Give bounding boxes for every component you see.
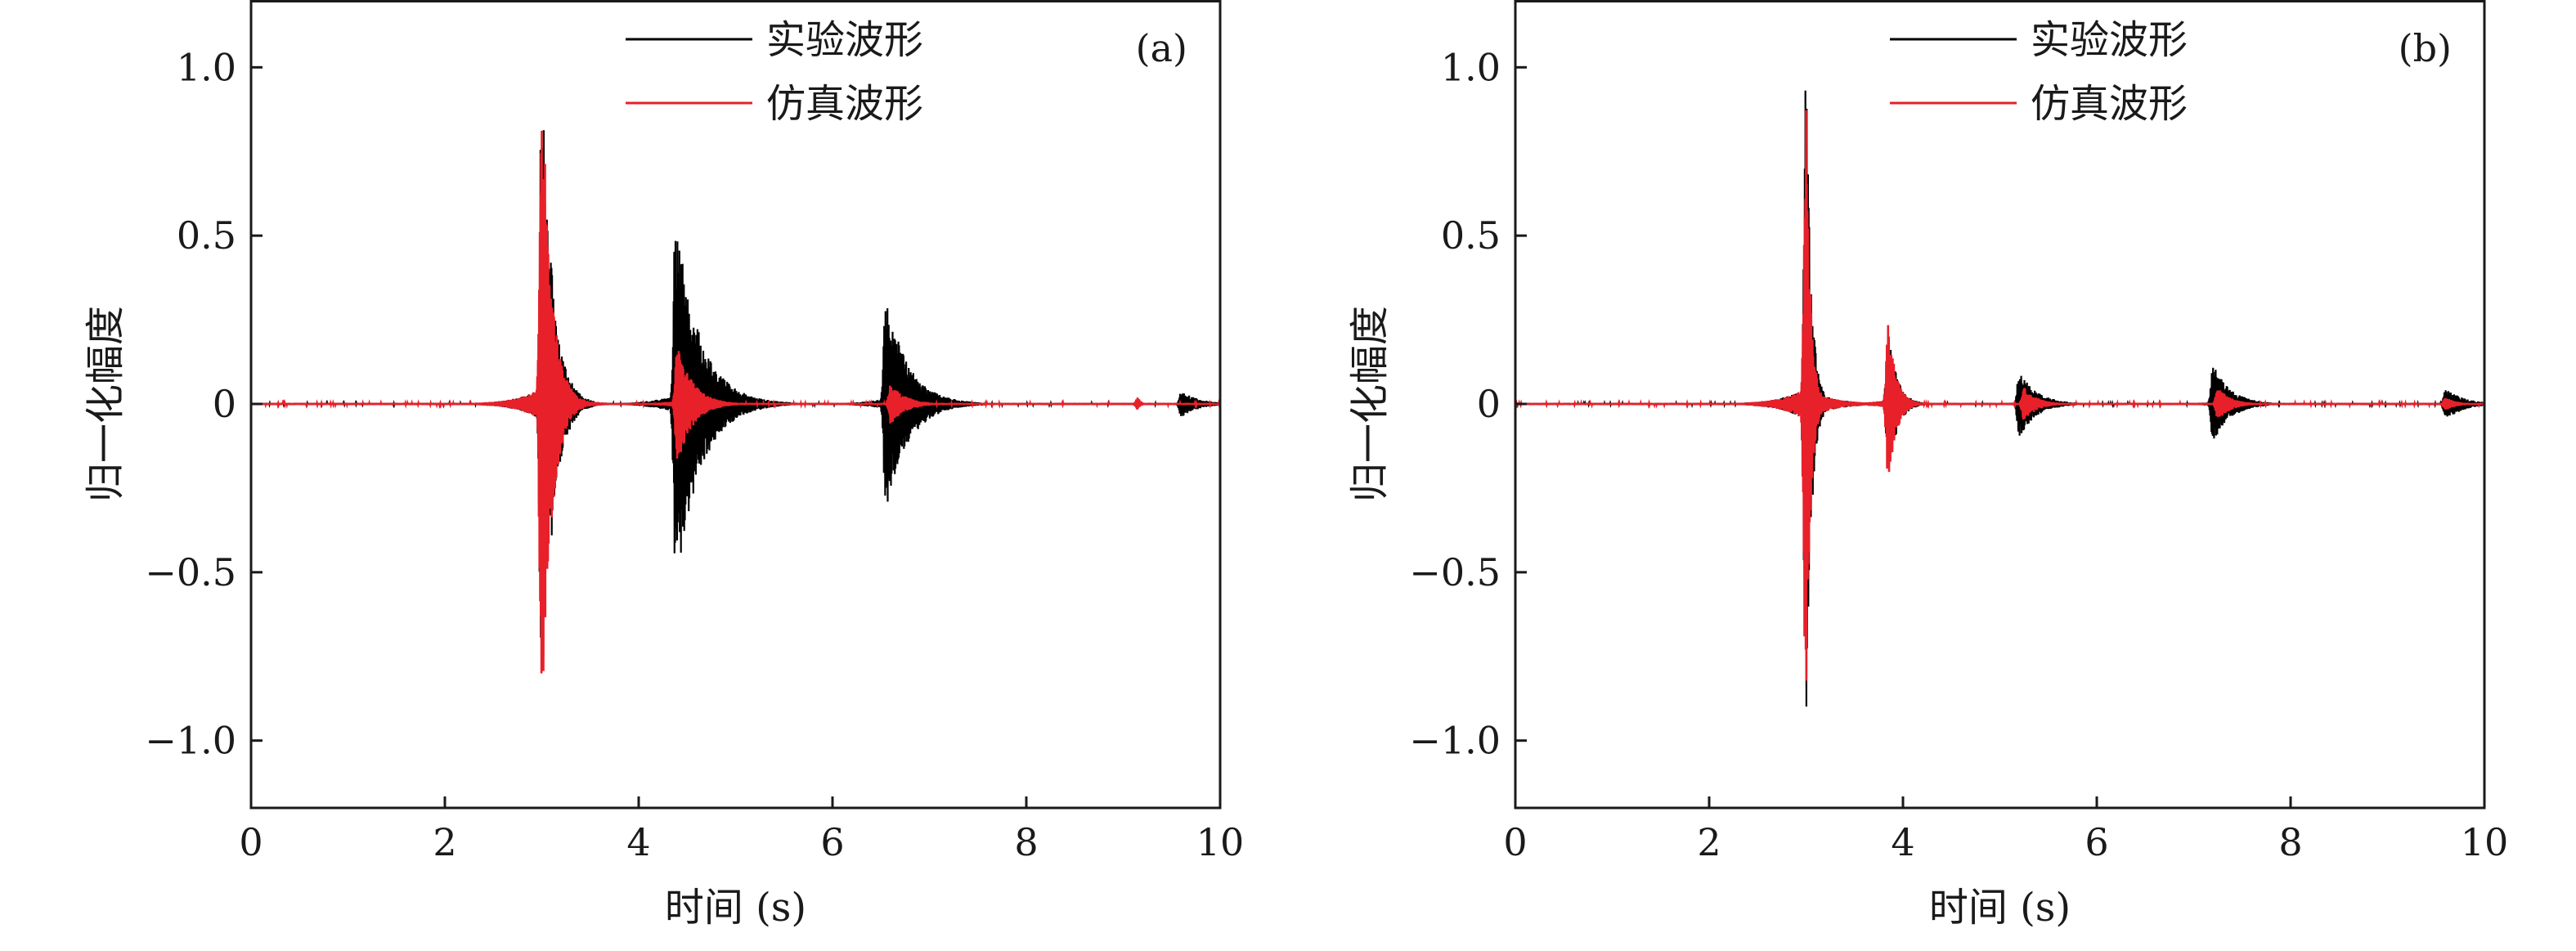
legend-label: 仿真波形 [2031,81,2188,127]
panel-b: 0 2 4 6 8 10 1.0 0.5 0 −0.5 −1.0 时间 (s) 归一化幅度 (b) 实验波形… [1347,0,2509,931]
y-axis-title: 归一化幅度 [1347,306,1393,502]
x-tick-label: 0 [239,820,263,864]
y-tick-label: −1.0 [145,719,236,763]
series-line-simulated [249,130,1222,674]
legend-label: 仿真波形 [766,81,923,127]
x-tick-label: 8 [1014,820,1038,864]
y-tick-label: −0.5 [1409,550,1501,594]
y-tick-label: −0.5 [145,550,236,594]
x-tick-label: 2 [433,820,456,864]
y-tick-label: 1.0 [1441,45,1501,89]
x-axis-title: 时间 (s) [1929,885,2071,931]
y-tick-label: 1.0 [177,45,236,89]
panel-label: (a) [1136,26,1187,70]
legend-label: 实验波形 [766,17,923,63]
panel-label: (b) [2399,26,2452,70]
x-tick-label: 2 [1697,820,1721,864]
y-tick-label: 0 [1477,382,1501,426]
x-tick-label: 10 [2461,820,2509,864]
panel-a: 0 2 4 6 8 10 1.0 0.5 0 −0.5 −1.0 时间 (s) 归一化幅度 (a) 实验波形… [83,0,1245,931]
x-tick-label: 4 [1891,820,1914,864]
x-tick-label: 10 [1196,820,1245,864]
y-tick-label: 0.5 [177,213,236,258]
y-tick-label: 0.5 [1441,213,1501,258]
x-tick-label: 0 [1503,820,1527,864]
x-axis-title: 时间 (s) [665,885,806,931]
x-tick-label: 8 [2278,820,2302,864]
x-tick-label: 6 [2085,820,2108,864]
x-tick-label: 4 [626,820,650,864]
series-line-simulated [1514,110,2486,681]
y-tick-label: −1.0 [1409,719,1501,763]
y-tick-label: 0 [213,382,236,426]
legend-label: 实验波形 [2031,17,2188,63]
y-axis-title: 归一化幅度 [83,306,128,502]
x-tick-label: 6 [820,820,844,864]
